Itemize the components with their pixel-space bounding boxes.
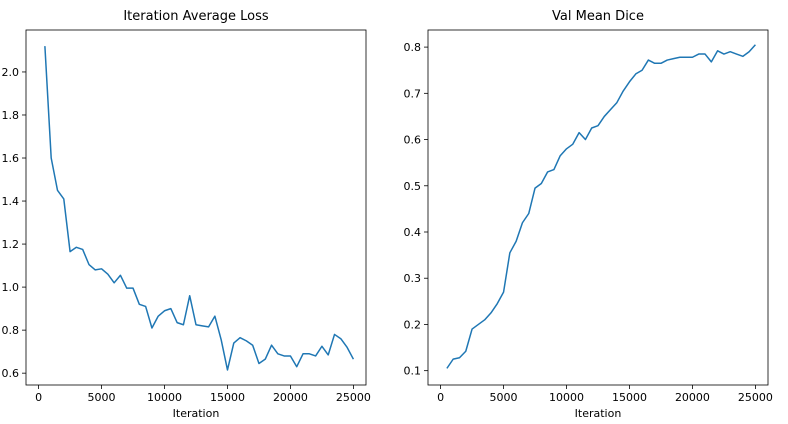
loss-y-tick-label: 1.6	[2, 152, 20, 165]
loss-x-tick-label: 25000	[336, 391, 371, 404]
loss-axes-frame	[25, 29, 367, 386]
dice-subplot: Val Mean Dice 0.1 0.2 0.3 0.4 0.5 0.6 0.7 0.8 0…	[404, 9, 773, 420]
loss-y-axis: 0.6 0.8 1.0 1.2 1.4 1.6 1.8 2.0	[2, 66, 26, 380]
loss-x-axis: 0 5000 10000 15000 20000 25000	[35, 385, 371, 404]
dice-y-tick-label: 0.2	[404, 318, 422, 331]
loss-y-tick-label: 1.8	[2, 109, 20, 122]
loss-x-tick-label: 15000	[210, 391, 245, 404]
dice-y-tick-label: 0.7	[404, 87, 422, 100]
dice-chart-title: Val Mean Dice	[552, 9, 644, 24]
loss-y-tick-label: 2.0	[2, 66, 20, 79]
dice-series-line	[446, 44, 756, 369]
dice-x-tick-label: 15000	[612, 391, 647, 404]
dice-x-axis-label: Iteration	[575, 407, 622, 420]
dice-y-tick-label: 0.3	[404, 272, 422, 285]
loss-x-tick-label: 10000	[147, 391, 182, 404]
dice-x-tick-label: 10000	[549, 391, 584, 404]
dice-x-tick-label: 20000	[675, 391, 710, 404]
dice-x-tick-label: 5000	[490, 391, 518, 404]
loss-y-tick-label: 1.2	[2, 238, 20, 251]
dice-plot-area	[428, 30, 768, 385]
dice-x-tick-label: 0	[437, 391, 444, 404]
loss-chart-title: Iteration Average Loss	[123, 9, 269, 24]
dice-y-axis: 0.1 0.2 0.3 0.4 0.5 0.6 0.7 0.8	[404, 41, 428, 378]
loss-x-tick-label: 20000	[273, 391, 308, 404]
dice-y-tick-label: 0.8	[404, 41, 422, 54]
loss-x-tick-label: 0	[35, 391, 42, 404]
dice-y-tick-label: 0.5	[404, 180, 422, 193]
loss-plot-area	[26, 30, 366, 385]
loss-y-tick-label: 1.4	[2, 195, 20, 208]
dice-y-tick-label: 0.6	[404, 134, 422, 147]
dice-y-tick-label: 0.4	[404, 226, 422, 239]
dice-x-axis: 0 5000 10000 15000 20000 25000	[437, 385, 773, 404]
loss-y-tick-label: 0.8	[2, 324, 20, 337]
dice-x-tick-label: 25000	[738, 391, 773, 404]
dice-y-tick-label: 0.1	[404, 365, 422, 378]
loss-y-tick-label: 0.6	[2, 367, 20, 380]
loss-series-line	[44, 46, 355, 371]
loss-subplot: Iteration Average Loss 0.6 0.8 1.0 1.2 1.4 1.…	[2, 9, 371, 420]
loss-x-axis-label: Iteration	[173, 407, 220, 420]
loss-y-tick-label: 1.0	[2, 281, 20, 294]
dice-axes-frame	[427, 29, 769, 386]
loss-x-tick-label: 5000	[88, 391, 116, 404]
